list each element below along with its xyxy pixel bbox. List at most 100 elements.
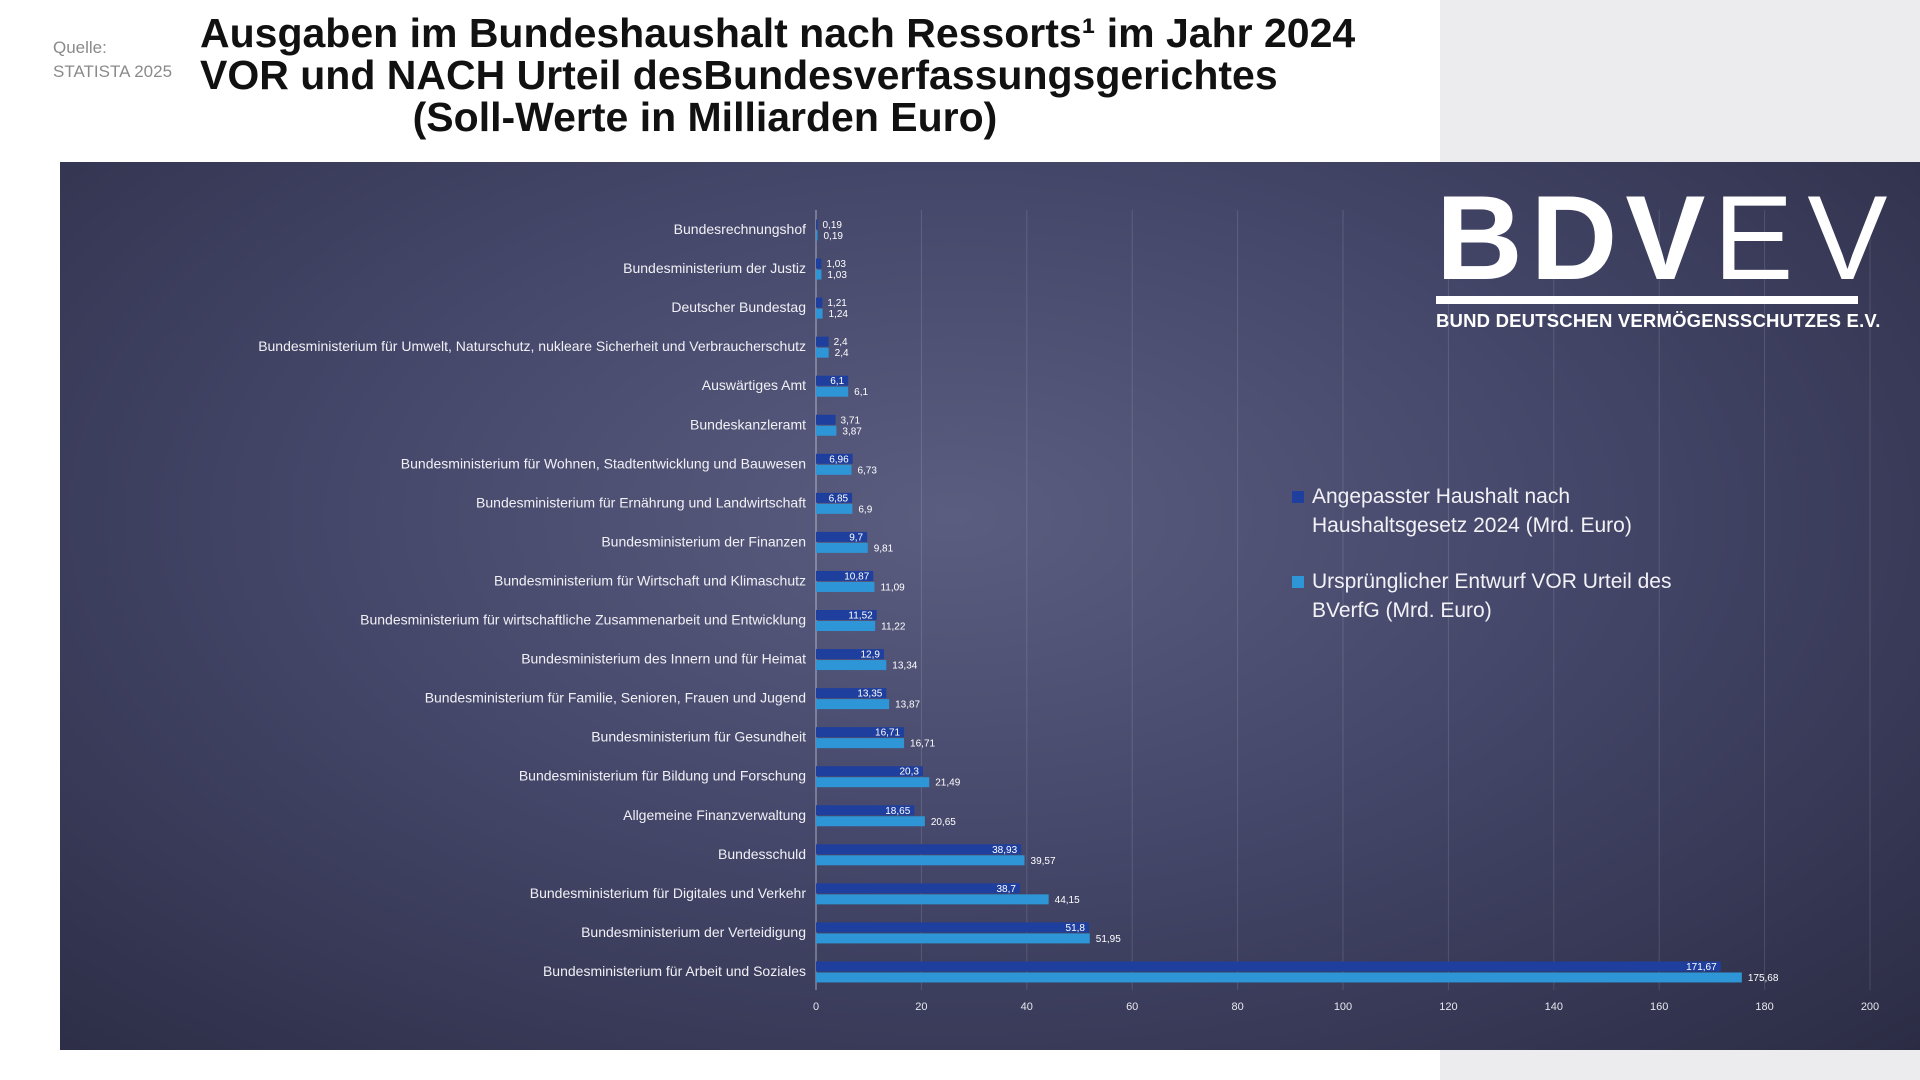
bar-original: [816, 542, 868, 553]
title-line-2: VOR und NACH Urteil desBundesverfassungs…: [200, 52, 1278, 98]
source-label: Quelle:: [53, 38, 107, 57]
category-label: Bundesministerium für Wirtschaft und Kli…: [494, 572, 806, 588]
legend-label-adjusted: Angepasster Haushalt nach Haushaltsgeset…: [1312, 485, 1632, 537]
data-label-original: 16,71: [910, 739, 935, 750]
data-label-original: 3,87: [842, 426, 862, 437]
data-label-original: 11,22: [881, 622, 906, 633]
bar-original: [816, 503, 853, 514]
data-label-original: 51,95: [1096, 934, 1121, 945]
logo-mark-light: EV: [1713, 171, 1902, 305]
data-label-adjusted: 3,71: [841, 415, 861, 426]
bar-original: [816, 621, 876, 631]
data-label-adjusted: 1,21: [827, 298, 847, 309]
source-name: STATISTA 2025: [53, 62, 173, 81]
bar-adjusted: [816, 727, 905, 738]
category-label: Bundesministerium für Arbeit und Soziale…: [543, 963, 806, 979]
category-label: Bundeskanzleramt: [690, 416, 806, 432]
bar-adjusted: [816, 258, 822, 269]
logo-subtitle: BUND DEUTSCHEN VERMÖGENSSCHUTZES E.V.: [1436, 310, 1881, 331]
data-label-adjusted: 20,3: [900, 767, 920, 778]
data-label-original: 20,65: [931, 817, 956, 828]
category-label: Bundesministerium des Innern und für Hei…: [521, 651, 806, 667]
category-label: Deutscher Bundestag: [671, 299, 806, 315]
bar-adjusted: [816, 844, 1022, 855]
bar-adjusted: [816, 766, 923, 777]
category-label: Bundesministerium für wirtschaftliche Zu…: [360, 612, 806, 628]
category-label: Bundesministerium für Gesundheit: [591, 729, 806, 745]
data-label-adjusted: 1,03: [826, 259, 846, 270]
bar-original: [816, 660, 887, 671]
bar-adjusted: [816, 297, 823, 308]
bar-original: [816, 894, 1049, 905]
data-label-original: 39,57: [1031, 856, 1056, 867]
logo-mark: BDVEV: [1436, 178, 1887, 298]
bar-adjusted: [816, 688, 887, 699]
bar-adjusted: [816, 531, 868, 542]
data-label-original: 1,03: [827, 270, 847, 281]
bar-adjusted: [816, 570, 874, 581]
data-label-original: 6,9: [858, 504, 872, 515]
data-label-original: 44,15: [1055, 895, 1080, 906]
bdvev-logo: BDVEV BUND DEUTSCHEN VERMÖGENSSCHUTZES E…: [1436, 178, 1887, 332]
legend-swatch-adjusted: [1292, 491, 1304, 503]
bar-adjusted: [816, 219, 818, 230]
bar-adjusted: [816, 922, 1089, 933]
data-label-adjusted: 10,87: [844, 571, 869, 582]
bar-adjusted: [816, 805, 915, 816]
chart-title: Ausgaben im Bundeshaushalt nach Ressorts…: [200, 10, 1356, 140]
data-label-adjusted: 171,67: [1686, 962, 1717, 973]
x-tick-label: 40: [1021, 1001, 1033, 1013]
x-tick-label: 140: [1545, 1001, 1563, 1013]
x-tick-label: 180: [1755, 1001, 1773, 1013]
data-label-adjusted: 38,7: [996, 884, 1016, 895]
category-label: Bundesministerium für Familie, Senioren,…: [425, 690, 806, 706]
title-line-1: Ausgaben im Bundeshaushalt nach Ressorts…: [200, 10, 1356, 56]
bar-original: [816, 972, 1742, 983]
logo-mark-bold: BDV: [1436, 171, 1714, 305]
title-line-3: (Soll-Werte in Milliarden Euro): [412, 94, 998, 140]
x-tick-label: 100: [1334, 1001, 1352, 1013]
bar-original: [816, 464, 852, 475]
data-label-original: 0,19: [824, 231, 844, 242]
category-label: Bundesschuld: [718, 846, 806, 862]
bar-original: [816, 855, 1025, 866]
legend-item-adjusted: Angepasster Haushalt nach Haushaltsgeset…: [1292, 482, 1672, 540]
bar-original: [816, 230, 818, 241]
bar-original: [816, 308, 823, 319]
category-label: Bundesministerium für Ernährung und Land…: [476, 494, 806, 510]
data-label-original: 13,87: [895, 700, 920, 711]
x-tick-label: 20: [915, 1001, 927, 1013]
bar-adjusted: [816, 649, 884, 660]
category-label: Bundesministerium für Digitales und Verk…: [530, 885, 807, 901]
data-label-original: 175,68: [1748, 973, 1779, 984]
bar-original: [816, 777, 930, 788]
data-label-adjusted: 38,93: [992, 845, 1017, 856]
category-label: Allgemeine Finanzverwaltung: [623, 807, 806, 823]
bar-original: [816, 425, 837, 436]
data-label-adjusted: 6,1: [830, 376, 844, 387]
x-tick-label: 0: [813, 1001, 819, 1013]
x-tick-label: 60: [1126, 1001, 1138, 1013]
data-label-original: 1,24: [829, 309, 849, 320]
bar-original: [816, 738, 905, 749]
category-label: Bundesministerium für Wohnen, Stadtentwi…: [401, 455, 806, 471]
bar-original: [816, 581, 875, 592]
data-label-adjusted: 6,96: [829, 454, 849, 465]
data-label-adjusted: 11,52: [848, 611, 873, 622]
data-label-original: 6,73: [857, 465, 877, 476]
data-label-original: 11,09: [880, 582, 905, 593]
bar-adjusted: [816, 414, 836, 425]
x-tick-label: 200: [1861, 1001, 1879, 1013]
bar-adjusted: [816, 336, 829, 347]
category-label: Bundesministerium der Finanzen: [601, 533, 806, 549]
category-label: Bundesministerium für Umwelt, Naturschut…: [258, 338, 806, 354]
data-label-adjusted: 51,8: [1066, 923, 1086, 934]
bar-original: [816, 386, 849, 397]
bar-adjusted: [816, 453, 853, 464]
bar-original: [816, 933, 1090, 944]
category-label: Bundesrechnungshof: [674, 221, 806, 237]
category-label: Bundesministerium für Bildung und Forsch…: [519, 768, 806, 784]
bar-original: [816, 816, 925, 827]
x-tick-label: 160: [1650, 1001, 1668, 1013]
source-note: Quelle: STATISTA 2025: [53, 36, 172, 84]
